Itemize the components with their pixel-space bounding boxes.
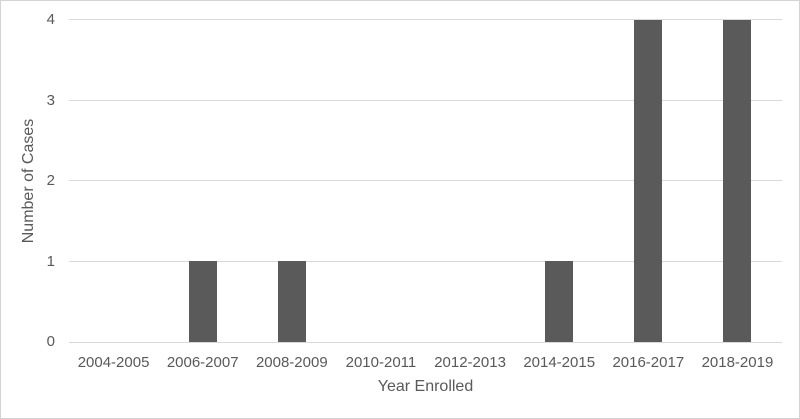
bar-2018-2019	[723, 20, 752, 342]
gridline	[69, 261, 782, 262]
x-tick-label: 2012-2013	[434, 354, 506, 371]
y-tick-label: 4	[46, 11, 55, 28]
bar-2008-2009	[277, 261, 306, 342]
gridline	[69, 180, 782, 181]
x-tick-label: 2018-2019	[701, 354, 774, 371]
x-tick-label: 2004-2005	[77, 354, 150, 371]
x-tick-label: 2008-2009	[255, 354, 328, 371]
y-tick-label: 1	[46, 253, 55, 270]
x-tick-label: 2014-2015	[523, 354, 596, 371]
gridline	[69, 19, 782, 20]
gridline	[69, 100, 782, 101]
x-tick-label: 2006-2007	[166, 354, 239, 371]
bar-2014-2015	[545, 261, 574, 342]
bar-2006-2007	[188, 261, 217, 342]
bar-2016-2017	[634, 20, 663, 342]
y-tick-label: 0	[46, 333, 55, 350]
y-tick-label: 2	[46, 172, 55, 189]
plot-area	[69, 19, 782, 343]
x-axis-line	[69, 342, 782, 343]
x-tick-label: 2010-2011	[345, 354, 417, 371]
x-axis-title: Year Enrolled	[377, 378, 474, 395]
y-tick-label: 3	[46, 92, 55, 109]
x-tick-label: 2016-2017	[612, 354, 685, 371]
